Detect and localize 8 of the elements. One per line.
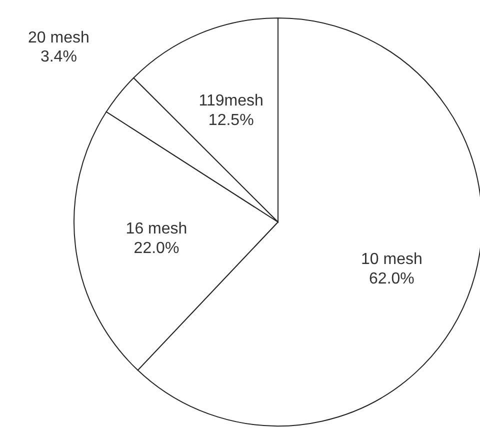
data-label: 62.0%	[369, 270, 414, 288]
slice-label: 10 mesh	[361, 251, 422, 268]
data-label: 12.5%	[208, 112, 254, 129]
slice-label: 16 mesh	[126, 220, 188, 238]
slice-label: 119mesh	[198, 92, 264, 110]
data-label: 22.0%	[134, 240, 180, 257]
data-label: 3.4%	[40, 48, 77, 66]
slice-label: 20 mesh	[28, 29, 90, 46]
